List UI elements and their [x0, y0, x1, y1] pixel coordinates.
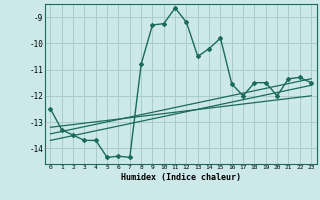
- X-axis label: Humidex (Indice chaleur): Humidex (Indice chaleur): [121, 173, 241, 182]
